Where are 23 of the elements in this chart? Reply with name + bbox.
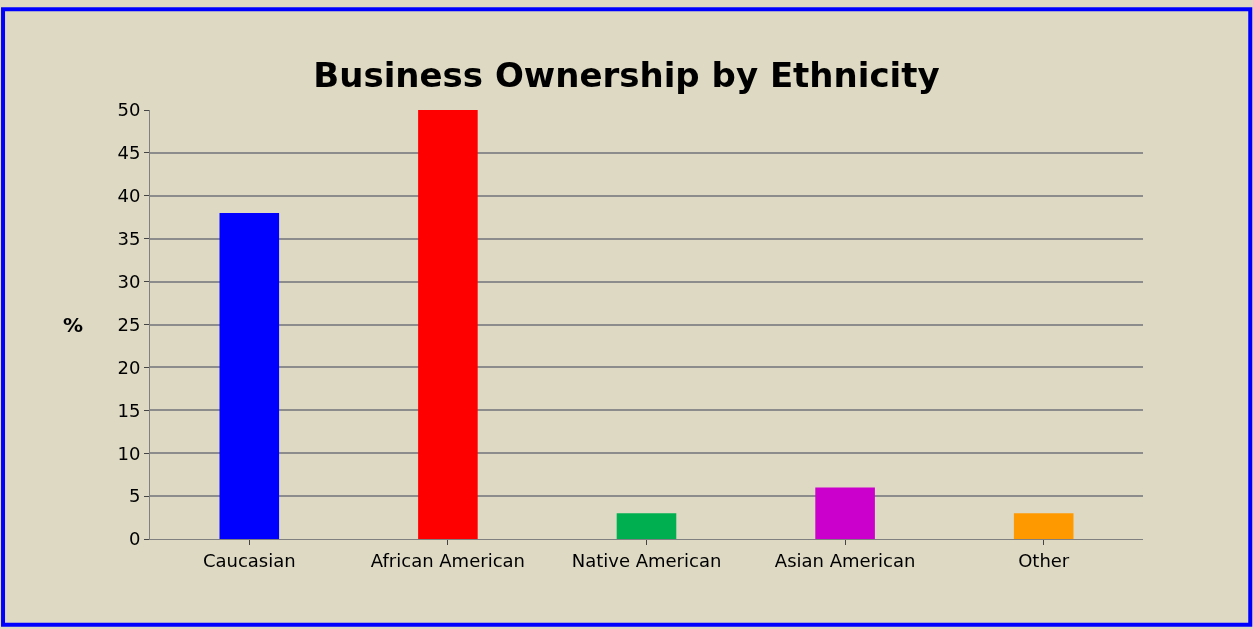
y-tick-label: 5 xyxy=(128,485,141,507)
x-tick-label: African American xyxy=(370,549,525,571)
y-tick-label: 50 xyxy=(117,99,141,121)
y-tick-label: 0 xyxy=(128,528,141,550)
bar xyxy=(1013,513,1074,539)
y-tick-label: 20 xyxy=(117,356,141,378)
bar xyxy=(815,487,875,539)
bar xyxy=(219,212,280,539)
x-tick-label: Native American xyxy=(571,549,722,571)
x-tick-label: Asian American xyxy=(774,549,916,571)
y-tick-label: 35 xyxy=(117,228,141,249)
chart-title: Business Ownership by Ethnicity xyxy=(313,54,940,95)
y-tick-label: 15 xyxy=(117,399,141,421)
y-tick-label: 10 xyxy=(117,442,141,464)
y-tick-label: 40 xyxy=(117,185,141,207)
x-tick-label: Caucasian xyxy=(202,549,296,571)
y-tick-label: 45 xyxy=(117,142,141,164)
bar xyxy=(418,110,478,539)
y-tick-label: 30 xyxy=(117,270,141,292)
bar xyxy=(616,513,677,539)
y-tick-label: 25 xyxy=(117,313,141,335)
y-axis-title: % xyxy=(63,313,84,337)
x-tick-label: Other xyxy=(1018,549,1070,571)
